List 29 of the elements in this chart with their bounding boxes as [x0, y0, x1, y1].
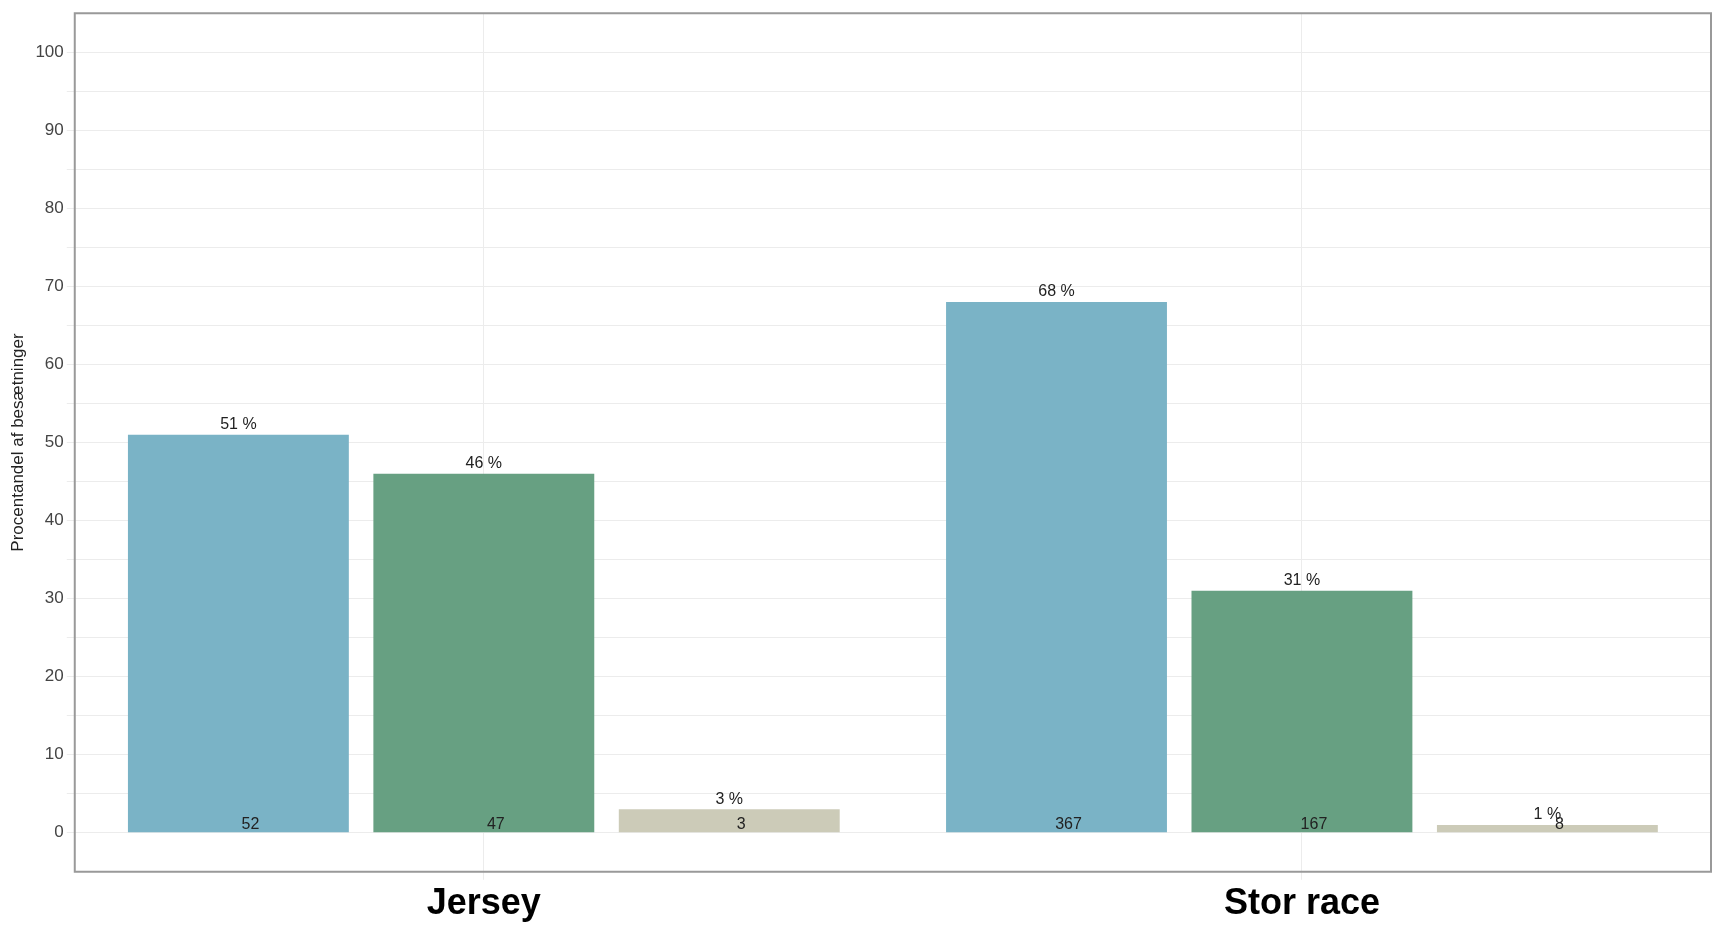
annotation: 3 — [736, 815, 746, 833]
y-tick-label: 80 — [44, 198, 64, 218]
y-tick-label: 70 — [44, 276, 64, 296]
data-label: 46 % — [465, 454, 503, 472]
x-tick-label: Jersey — [426, 881, 541, 923]
annotation: 47 — [486, 815, 505, 833]
annotation: 167 — [1300, 815, 1328, 833]
y-tick-label: 60 — [44, 354, 64, 374]
annotation: 52 — [241, 815, 260, 833]
bar — [373, 473, 595, 833]
bar — [1191, 590, 1413, 833]
bar — [127, 434, 349, 833]
y-tick-label: 30 — [44, 588, 64, 608]
y-tick-label: 50 — [44, 432, 64, 452]
y-axis-title: Procentandel af besætninger — [7, 333, 27, 552]
data-label: 3 % — [715, 789, 744, 807]
x-tick-label: Stor race — [1223, 881, 1380, 923]
y-tick-label: 90 — [44, 119, 64, 139]
y-tick-label: 0 — [54, 822, 64, 842]
bar — [946, 302, 1167, 833]
bar — [618, 809, 840, 833]
data-label: 51 % — [220, 415, 257, 433]
annotation: 367 — [1055, 815, 1082, 833]
y-tick-label: 10 — [44, 744, 64, 764]
data-label: 68 % — [1038, 282, 1075, 300]
y-tick-label: 20 — [44, 666, 64, 686]
y-tick-label: 100 — [35, 41, 64, 61]
y-tick-label: 40 — [44, 510, 64, 530]
data-label: 31 % — [1283, 571, 1321, 589]
